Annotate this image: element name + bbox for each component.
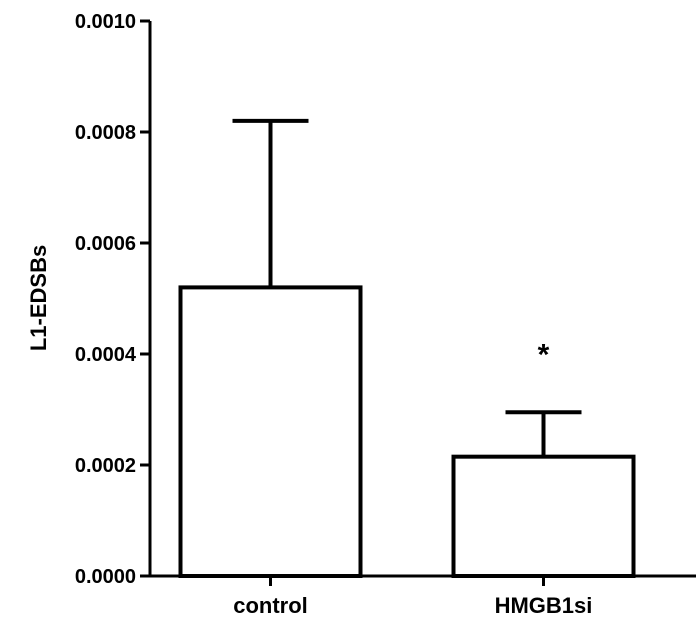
x-tick-label: control — [233, 593, 308, 618]
y-tick-label: 0.0002 — [75, 455, 136, 477]
y-tick-label: 0.0008 — [75, 122, 136, 144]
significance-marker: * — [538, 338, 550, 371]
y-tick-label: 0.0006 — [75, 233, 136, 255]
bar-hmgb1si — [451, 454, 636, 578]
bar-control — [178, 285, 363, 578]
y-tick-label: 0.0000 — [75, 566, 136, 588]
x-tick-label: HMGB1si — [495, 593, 593, 618]
bars — [178, 285, 636, 578]
annotations: * — [538, 338, 550, 371]
error-bars — [232, 118, 582, 457]
y-axis-title: L1-EDSBs — [26, 245, 51, 351]
y-tick-label: 0.0010 — [75, 11, 136, 33]
x-axis: control HMGB1si — [150, 574, 696, 618]
y-tick-label: 0.0004 — [75, 344, 137, 366]
y-axis: 0.0000 0.0002 0.0004 0.0006 0.0008 0.0010 — [75, 11, 152, 588]
